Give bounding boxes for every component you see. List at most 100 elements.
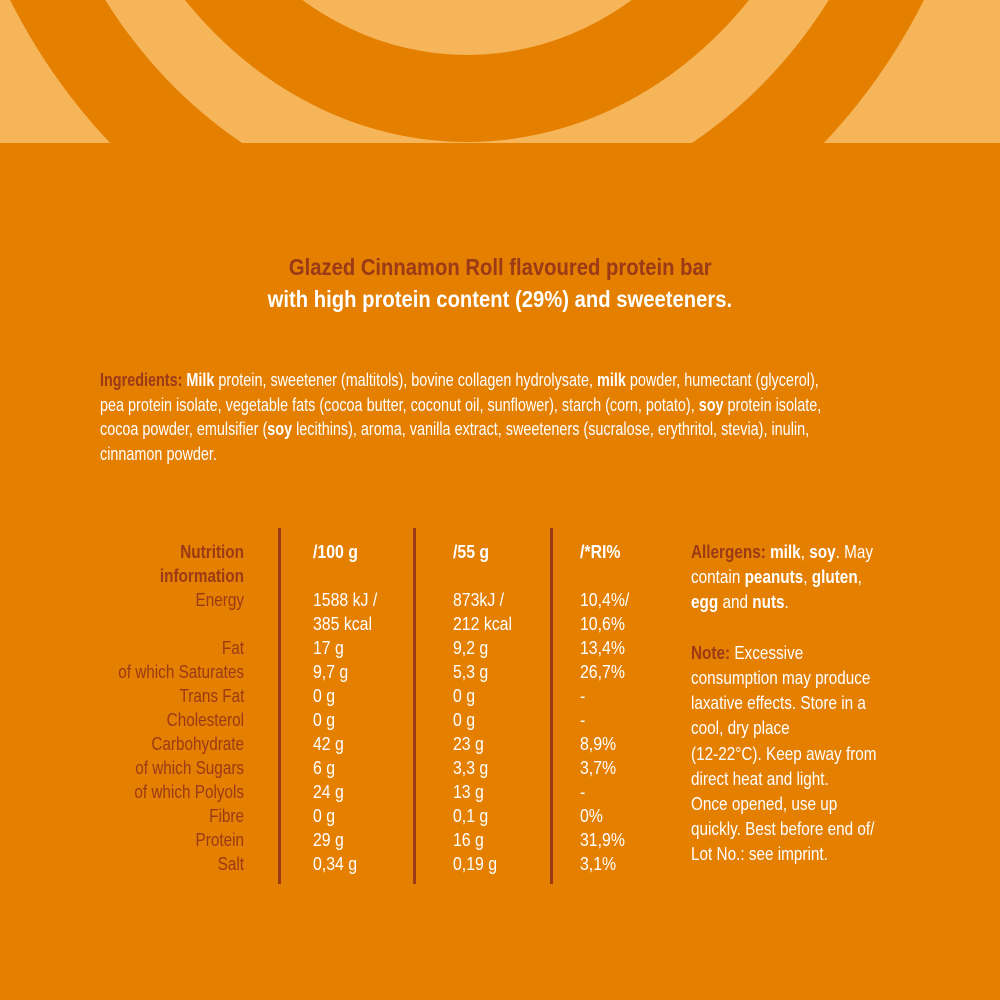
allergen-highlight: gluten [811, 567, 858, 588]
note-line: laxative effects. Store in a [691, 691, 866, 716]
note-line: Lot No.: see imprint. [691, 842, 828, 867]
allergen-highlight: milk [597, 370, 626, 390]
text-segment: contain [691, 567, 745, 588]
nutrition-header-label: information [159, 566, 244, 586]
nutrient-label: Trans Fat [179, 686, 244, 706]
nutrient-value: 10,4%/ [580, 590, 630, 610]
nutrient-value: 10,6% [580, 614, 625, 634]
nutrient-value: - [580, 710, 586, 730]
product-title: Glazed Cinnamon Roll flavoured protein b… [288, 254, 712, 280]
note-line: Allergens: milk, soy. May [691, 540, 873, 565]
ingredients-line: cocoa powder, emulsifier (soy lecithins)… [100, 419, 809, 440]
nutrient-value: 23 g [453, 734, 484, 754]
nutrient-value: - [580, 686, 586, 706]
text-segment: and [718, 592, 753, 613]
text-segment: . [784, 592, 789, 613]
nutrient-label: Protein [195, 830, 244, 850]
nutrient-value: 3,3 g [453, 758, 489, 778]
nutrient-value: 3,1% [580, 854, 617, 874]
note-line: consumption may produce [691, 666, 870, 691]
allergen-highlight: soy [698, 394, 724, 415]
text-segment: cocoa powder, emulsifier ( [100, 419, 268, 440]
allergen-highlight: Milk [186, 370, 215, 390]
nutrient-value: 0,1 g [453, 806, 489, 826]
nutrient-label: of which Polyols [134, 782, 244, 802]
nutrient-value: 31,9% [580, 830, 625, 850]
column-header-per-serving: /55 g [453, 542, 490, 562]
text-segment: , [803, 567, 812, 588]
note-line: quickly. Best before end of/ [691, 817, 874, 842]
note-line: egg and nuts. [691, 590, 789, 615]
ingredients-line: pea protein isolate, vegetable fats (coc… [100, 395, 821, 416]
nutrient-value: 385 kcal [313, 614, 373, 634]
nutrient-value: 5,3 g [453, 662, 489, 682]
nutrient-label: Cholesterol [166, 710, 244, 730]
text-segment: direct heat and light. [691, 768, 829, 789]
allergen-highlight: soy [267, 419, 293, 440]
text-segment: powder, humectant (glycerol), [625, 370, 819, 390]
allergen-highlight: soy [809, 542, 836, 562]
text-segment: Once opened, use up [691, 794, 838, 814]
text-segment: pea protein isolate, vegetable fats (coc… [100, 394, 699, 415]
table-divider [550, 528, 553, 884]
ingredients-line: cinnamon powder. [100, 444, 217, 465]
nutrient-label: Energy [195, 590, 244, 610]
nutrient-label: Carbohydrate [151, 734, 244, 754]
column-header-per-100g: /100 g [313, 542, 358, 562]
allergen-highlight: nuts [752, 592, 785, 613]
text-segment: . May [835, 542, 874, 562]
text-segment: cinnamon powder. [100, 444, 217, 465]
nutrition-header-label: Nutrition [180, 542, 244, 562]
nutrient-value: 13,4% [580, 638, 625, 658]
section-label: Allergens: [691, 542, 771, 562]
text-segment: (12-22°C). Keep away from [691, 743, 877, 764]
text-segment: lecithins), aroma, vanilla extract, swee… [292, 419, 810, 440]
nutrient-value: 0 g [453, 686, 476, 706]
nutrient-value: 3,7% [580, 758, 617, 778]
nutrient-label: Fibre [209, 806, 244, 826]
nutrient-value: 0,19 g [453, 854, 498, 874]
text-segment: Lot No.: see imprint. [691, 844, 828, 865]
allergen-highlight: peanuts [744, 567, 804, 588]
nutrient-value: 873kJ / [453, 590, 505, 610]
nutrient-label: Salt [217, 854, 244, 874]
allergen-highlight: egg [691, 592, 719, 613]
nutrient-value: 17 g [313, 638, 344, 658]
nutrient-value: 8,9% [580, 734, 617, 754]
nutrient-value: 0% [580, 806, 603, 826]
nutrient-value: 0 g [313, 710, 336, 730]
nutrient-value: 29 g [313, 830, 344, 850]
note-line: (12-22°C). Keep away from [691, 742, 877, 767]
note-line: cool, dry place [691, 716, 790, 741]
note-line: Note: Excessive [691, 641, 803, 666]
nutrient-value: 24 g [313, 782, 344, 802]
text-segment: Excessive [734, 642, 804, 663]
nutrient-value: 42 g [313, 734, 344, 754]
note-line: contain peanuts, gluten, [691, 565, 862, 590]
text-segment: protein, sweetener (maltitols), bovine c… [214, 370, 598, 390]
note-line: direct heat and light. [691, 767, 829, 792]
nutrient-label: of which Sugars [135, 758, 244, 778]
nutrient-value: 6 g [313, 758, 336, 778]
text-segment: , [800, 542, 810, 562]
nutrient-value: 1588 kJ / [313, 590, 378, 610]
decorative-arc-pattern [0, 0, 1000, 143]
text-segment: quickly. Best before end of/ [691, 819, 875, 840]
note-line: Once opened, use up [691, 792, 837, 817]
text-segment: cool, dry place [691, 718, 790, 739]
nutrient-value: 26,7% [580, 662, 625, 682]
text-segment: , [857, 567, 862, 588]
product-subtitle: with high protein content (29%) and swee… [267, 286, 733, 312]
allergen-highlight: milk [770, 542, 801, 562]
nutrient-value: 16 g [453, 830, 484, 850]
nutrient-value: 13 g [453, 782, 484, 802]
table-divider [413, 528, 416, 884]
text-segment: consumption may produce [691, 668, 871, 688]
nutrient-label: Fat [221, 638, 244, 658]
nutrient-value: 0 g [313, 686, 336, 706]
text-segment: protein isolate, [723, 394, 822, 415]
section-label: Note: [691, 642, 735, 663]
ingredients-line: Ingredients: Milk protein, sweetener (ma… [100, 370, 819, 391]
nutrient-label: of which Saturates [118, 662, 244, 682]
table-divider [278, 528, 281, 884]
